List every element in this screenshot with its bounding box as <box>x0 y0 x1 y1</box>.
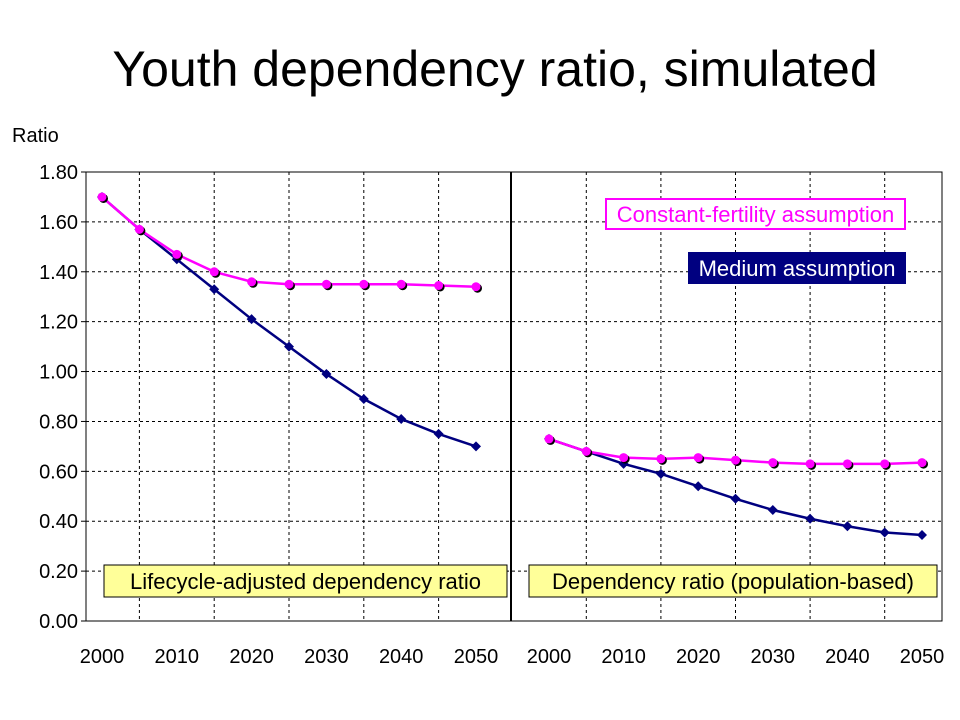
medium-point <box>655 468 666 479</box>
constant-fertility-point <box>842 459 852 469</box>
x-tick-label: 2050 <box>454 646 499 668</box>
constant-fertility-point <box>471 282 481 292</box>
grid <box>86 171 942 621</box>
medium-point <box>471 441 481 452</box>
x-tick-label: 2040 <box>379 646 424 668</box>
medium-point <box>358 393 369 404</box>
legend-constant-fertility-box <box>605 198 906 230</box>
panel-label-population-box <box>528 564 938 598</box>
constant-fertility-point <box>359 279 369 289</box>
x-tick-label: 2000 <box>80 646 125 668</box>
labels: 0.00 0.20 0.40 0.60 0.80 1.00 1.20 1.40 1.60 1.80… <box>39 162 944 668</box>
medium-point <box>730 493 741 504</box>
x-tick-label: 2020 <box>229 646 274 668</box>
panel-label-lifecycle-box <box>103 564 508 598</box>
y-tick-label: 0.00 <box>39 611 78 633</box>
y-tick-label: 1.40 <box>39 262 78 284</box>
medium-point <box>917 529 927 540</box>
constant-fertility-point <box>917 458 927 468</box>
plot-frame <box>85 171 943 622</box>
y-tick-label: 0.60 <box>39 461 78 483</box>
constant-fertility-point <box>768 458 778 468</box>
constant-fertility-point <box>172 249 182 259</box>
x-tick-label: 2030 <box>304 646 349 668</box>
y-tick-label: 1.60 <box>39 212 78 234</box>
constant-fertility-point <box>731 455 740 465</box>
x-tick-label: 2020 <box>676 646 721 668</box>
constant-fertility-point <box>619 453 629 463</box>
page-title: Youth dependency ratio, simulated <box>112 41 878 97</box>
medium-point <box>693 481 704 492</box>
panel-label-lifecycle: Lifecycle-adjusted dependency ratio <box>130 569 481 594</box>
x-tick-label: 2040 <box>825 646 870 668</box>
x-tick-label: 2010 <box>601 646 646 668</box>
medium-point <box>284 341 294 352</box>
constant-fertility-point <box>247 277 257 287</box>
axes <box>81 171 943 622</box>
constant-fertility-point <box>434 280 444 290</box>
medium-point <box>433 428 444 439</box>
medium-point <box>209 284 220 295</box>
medium-point <box>321 369 332 380</box>
y-tick-label: 0.20 <box>39 561 78 583</box>
legend-constant-fertility-label: Constant-fertility assumption <box>617 202 895 227</box>
constant-fertility-point <box>396 279 406 289</box>
constant-fertility-point <box>284 279 294 289</box>
y-axis-label: Ratio <box>12 125 59 147</box>
constant-fertility-point <box>321 279 331 289</box>
medium-point <box>805 513 816 524</box>
constant-fertility-point <box>544 434 554 444</box>
constant-fertility-point <box>656 454 666 464</box>
x-tick-label: 2030 <box>751 646 796 668</box>
y-tick-label: 1.00 <box>39 362 78 384</box>
medium-point <box>246 314 257 325</box>
constant-fertility-point <box>805 459 815 469</box>
x-tick-label: 2050 <box>900 646 945 668</box>
medium-point <box>396 413 407 424</box>
constant-fertility-point <box>693 453 703 463</box>
y-tick-label: 0.80 <box>39 411 78 433</box>
x-tick-label: 2010 <box>155 646 200 668</box>
medium-point <box>879 527 890 538</box>
x-tick-label: 2000 <box>527 646 572 668</box>
legend-medium-label: Medium assumption <box>699 256 896 281</box>
medium-point <box>767 504 778 515</box>
y-tick-label: 1.80 <box>39 162 78 184</box>
y-tick-label: 1.20 <box>39 312 78 334</box>
constant-fertility-point <box>880 459 890 469</box>
constant-fertility-point <box>581 446 591 456</box>
medium-point <box>842 521 853 532</box>
y-tick-label: 0.40 <box>39 511 78 533</box>
constant-fertility-point <box>97 192 107 202</box>
constant-fertility-point <box>134 224 144 234</box>
panel-label-population: Dependency ratio (population-based) <box>552 569 914 594</box>
legend-medium-box <box>688 252 906 284</box>
constant-fertility-point <box>209 267 219 277</box>
series <box>97 191 928 540</box>
